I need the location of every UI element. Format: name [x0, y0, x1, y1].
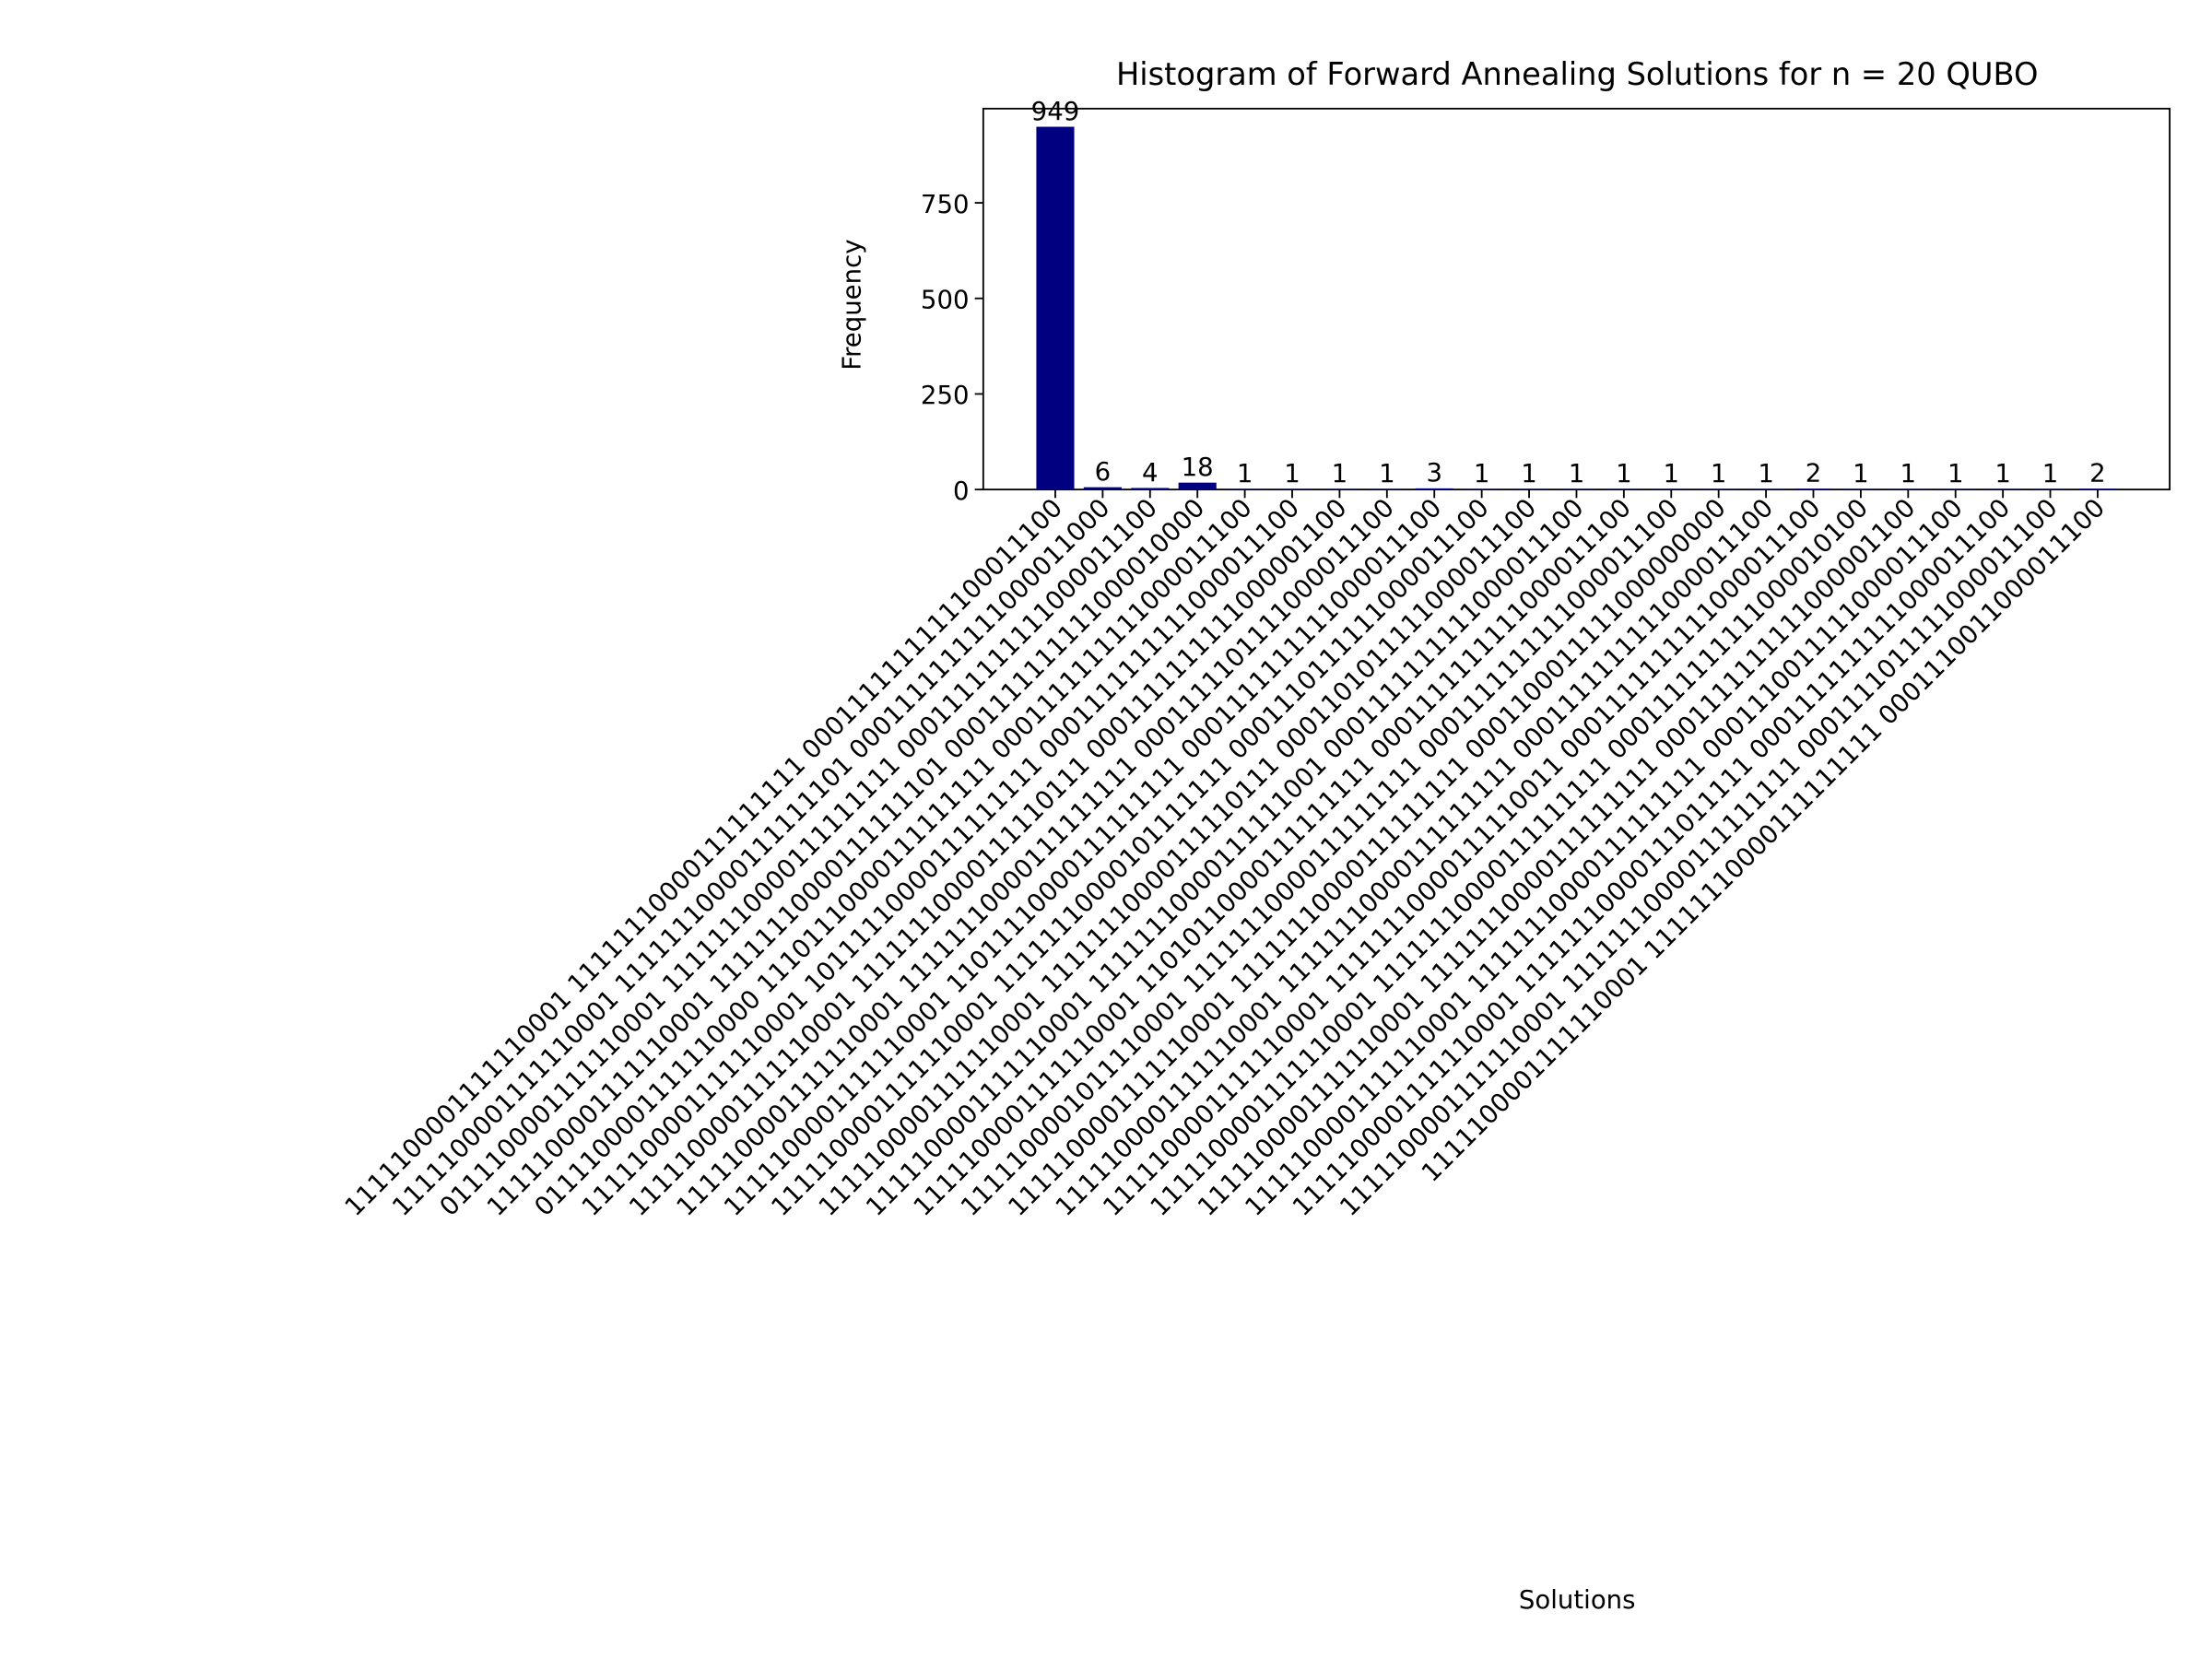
- value-label: 1: [1711, 459, 1727, 488]
- y-axis-label: Frequency: [838, 239, 867, 370]
- y-tick-label: 750: [921, 190, 970, 219]
- value-label: 1: [1664, 459, 1680, 488]
- value-label: 6: [1095, 457, 1112, 487]
- value-label: 2: [1806, 459, 1822, 488]
- value-label: 1: [1569, 459, 1585, 488]
- value-label: 1: [1994, 459, 2011, 488]
- value-label: 1: [1758, 459, 1774, 488]
- value-label: 18: [1182, 453, 1214, 482]
- value-label: 1: [1237, 459, 1253, 488]
- value-label: 2: [2089, 459, 2106, 488]
- value-label: 1: [1332, 459, 1348, 488]
- bar: [1131, 488, 1170, 490]
- value-label: 1: [1853, 459, 1869, 488]
- y-tick-label: 500: [921, 285, 970, 314]
- bar: [1415, 488, 1453, 490]
- bar: [1178, 482, 1217, 490]
- bar: [1083, 487, 1122, 490]
- y-tick-label: 0: [953, 477, 970, 506]
- value-label: 1: [2042, 459, 2059, 488]
- value-label: 949: [1031, 97, 1080, 126]
- value-label: 1: [1900, 459, 1917, 488]
- bar: [1794, 488, 1833, 490]
- value-label: 4: [1142, 458, 1159, 488]
- x-axis-label: Solutions: [1519, 1585, 1636, 1615]
- value-label: 1: [1947, 459, 1964, 488]
- value-label: 1: [1474, 459, 1490, 488]
- plot-frame: [982, 107, 2171, 491]
- value-label: 1: [1284, 459, 1300, 488]
- value-label: 1: [1379, 459, 1395, 488]
- chart-title: Histogram of Forward Annealing Solutions…: [1116, 56, 2038, 92]
- y-tick-label: 250: [921, 381, 970, 410]
- bar: [1036, 126, 1075, 490]
- value-label: 1: [1616, 459, 1632, 488]
- bar: [2078, 488, 2117, 490]
- value-label: 1: [1521, 459, 1537, 488]
- value-label: 3: [1426, 458, 1442, 488]
